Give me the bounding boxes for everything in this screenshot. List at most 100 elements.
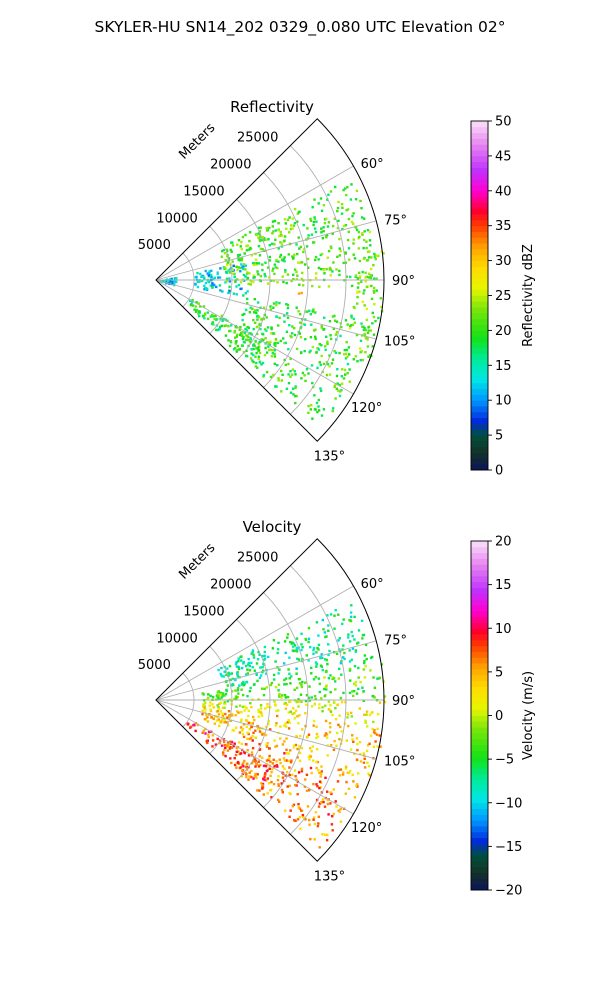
echo-cell xyxy=(311,206,314,209)
echo-cell xyxy=(350,715,353,718)
echo-cell xyxy=(306,805,310,808)
colorbar-segment xyxy=(471,382,488,389)
echo-cell xyxy=(269,340,272,344)
echo-cell xyxy=(237,255,240,259)
echo-cell xyxy=(277,672,280,675)
echo-cell xyxy=(290,373,294,376)
echo-cell xyxy=(275,744,279,748)
echo-cell xyxy=(259,704,263,707)
echo-cell xyxy=(336,226,340,230)
echo-cell xyxy=(317,398,320,402)
echo-cell xyxy=(224,281,227,284)
echo-cell xyxy=(230,761,233,765)
echo-cell xyxy=(303,248,306,251)
echo-cell xyxy=(361,637,364,640)
echo-cell xyxy=(277,783,280,786)
echo-cell xyxy=(220,314,224,317)
echo-cell xyxy=(297,292,301,295)
echo-cell xyxy=(261,268,264,272)
echo-cell xyxy=(273,342,276,345)
echo-cell xyxy=(270,796,273,799)
echo-cell xyxy=(268,244,271,247)
echo-cell xyxy=(213,317,216,321)
echo-cell xyxy=(253,298,256,301)
echo-cell xyxy=(361,358,364,362)
echo-cell xyxy=(354,649,358,652)
echo-cell xyxy=(257,245,261,248)
echo-cell xyxy=(259,226,262,229)
echo-cell xyxy=(326,833,329,837)
echo-cell xyxy=(365,307,368,311)
echo-cell xyxy=(273,700,276,703)
echo-cell xyxy=(228,344,232,348)
echo-cell xyxy=(342,188,345,192)
echo-cell xyxy=(350,314,353,317)
echo-cell xyxy=(259,674,263,677)
echo-cell xyxy=(293,253,296,257)
echo-cell xyxy=(332,327,335,331)
echo-cell xyxy=(363,238,366,242)
echo-cell xyxy=(357,687,360,691)
azimuth-tick-label: 90° xyxy=(392,274,415,289)
echo-cell xyxy=(310,233,314,236)
echo-cell xyxy=(338,351,341,355)
echo-cell xyxy=(342,771,345,774)
azimuth-tick-label: 120° xyxy=(351,401,382,416)
colorbar-tick-label: 10 xyxy=(495,622,512,637)
echo-cell xyxy=(257,349,260,352)
echo-cell xyxy=(326,225,330,228)
echo-cell xyxy=(331,677,334,681)
echo-cell xyxy=(351,690,354,693)
echo-cell xyxy=(237,258,240,261)
echo-cell xyxy=(333,319,337,322)
echo-cell xyxy=(225,277,229,280)
echo-cell xyxy=(315,760,318,764)
echo-cell xyxy=(272,373,275,377)
echo-cell xyxy=(247,663,250,666)
echo-cell xyxy=(245,765,248,769)
echo-cell xyxy=(249,246,252,250)
echo-cell xyxy=(372,720,375,724)
echo-cell xyxy=(302,816,305,819)
colorbar-tick-label: −15 xyxy=(495,840,522,855)
colorbar-segment xyxy=(471,767,488,775)
echo-cell xyxy=(255,351,258,355)
echo-cell xyxy=(273,765,276,768)
echo-cell xyxy=(383,700,387,704)
echo-cell xyxy=(263,353,267,357)
echo-cell xyxy=(245,681,248,684)
echo-cell xyxy=(240,774,243,778)
echo-cell xyxy=(225,688,228,692)
echo-cell xyxy=(330,792,333,796)
echo-cell xyxy=(345,209,348,212)
echo-cell xyxy=(203,706,206,709)
echo-cell xyxy=(291,332,294,335)
echo-cell xyxy=(348,667,352,671)
echo-cell xyxy=(285,330,289,333)
echo-cell xyxy=(252,353,255,357)
echo-cell xyxy=(327,653,330,657)
echo-cell xyxy=(296,274,299,277)
echo-cell xyxy=(295,347,299,351)
colorbar-segment xyxy=(471,866,488,873)
echo-cell xyxy=(237,283,241,287)
colorbar-tick-label: 15 xyxy=(495,578,512,593)
echo-cell xyxy=(235,750,238,753)
echo-cell xyxy=(240,659,243,662)
colorbar-segment xyxy=(471,674,488,681)
echo-cell xyxy=(297,236,300,239)
echo-cell xyxy=(298,745,301,748)
echo-cell xyxy=(227,743,231,746)
echo-cell xyxy=(211,703,214,706)
echo-cell xyxy=(266,341,269,344)
echo-cell xyxy=(343,657,346,661)
echo-cell xyxy=(308,818,311,822)
azimuth-tick-label: 75° xyxy=(384,213,407,228)
echo-cell xyxy=(345,352,348,356)
echo-cell xyxy=(299,336,303,339)
echo-cell xyxy=(354,355,357,358)
echo-cell xyxy=(234,714,237,717)
colorbar-segment xyxy=(471,440,488,448)
echo-cell xyxy=(258,233,262,236)
echo-cell xyxy=(315,662,319,666)
